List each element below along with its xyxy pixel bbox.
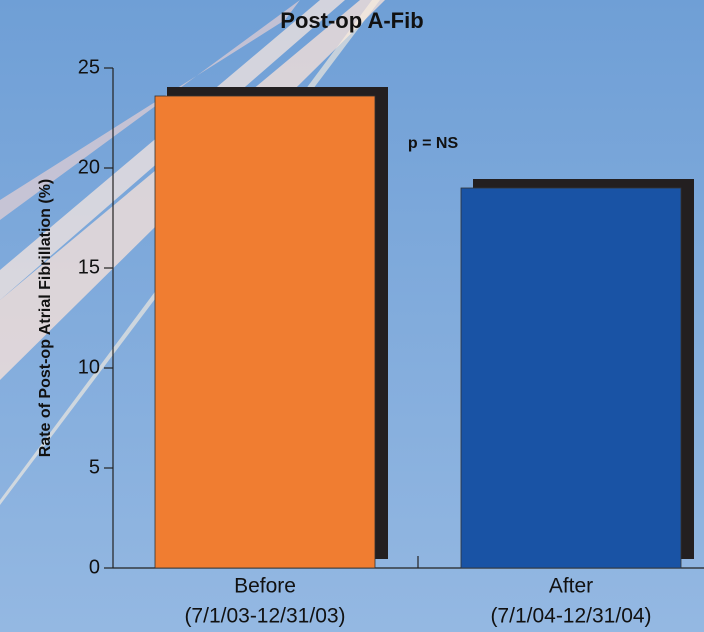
y-tick-label: 20 bbox=[78, 156, 100, 178]
x-tick-label: After bbox=[549, 575, 593, 598]
y-tick-label: 0 bbox=[89, 556, 100, 578]
page: {"chart_data": {"type": "bar", "title": … bbox=[0, 0, 704, 632]
x-tick-label: (7/1/03-12/31/03) bbox=[184, 605, 345, 628]
y-tick-label: 25 bbox=[78, 56, 100, 78]
y-tick-label: 10 bbox=[78, 356, 100, 378]
y-tick-label: 5 bbox=[89, 456, 100, 478]
chart-title: Post-op A-Fib bbox=[280, 8, 423, 33]
y-tick-label: 15 bbox=[78, 256, 100, 278]
y-axis-label: Rate of Post-op Atrial Fibrillation (%) bbox=[37, 179, 54, 458]
chart: Post-op A-Fib Rate of Post-op Atrial Fib… bbox=[0, 0, 704, 632]
annotation: p = NS bbox=[408, 135, 459, 152]
x-tick-label: (7/1/04-12/31/04) bbox=[490, 605, 651, 628]
bar bbox=[461, 188, 681, 568]
x-tick-label: Before bbox=[234, 575, 296, 598]
bar bbox=[155, 96, 375, 568]
